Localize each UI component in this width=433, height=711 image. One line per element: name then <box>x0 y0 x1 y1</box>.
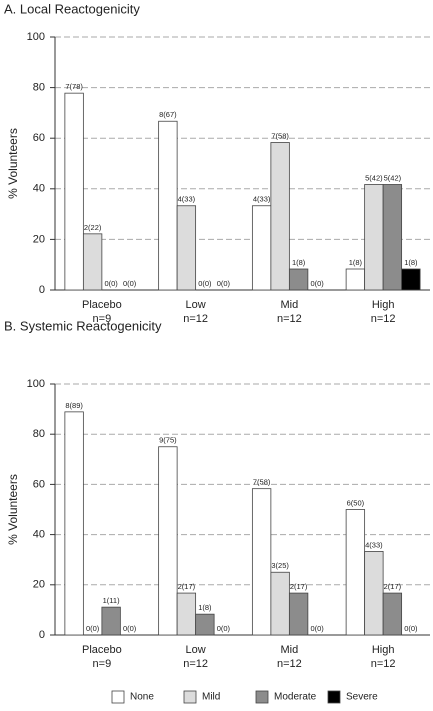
value-label: 4(33) <box>253 195 271 204</box>
bar <box>270 142 290 291</box>
value-label: 7(78) <box>65 82 83 91</box>
bar <box>64 92 84 291</box>
x-tick-note: n=9 <box>93 658 112 670</box>
x-tick-label: Mid <box>281 299 299 311</box>
y-axis-label: % Volunteers <box>6 474 20 545</box>
bar <box>270 571 290 636</box>
bar <box>64 411 84 636</box>
y-tick-label: 100 <box>27 31 45 43</box>
x-tick-note: n=9 <box>93 313 112 325</box>
value-label: 5(42) <box>365 173 383 182</box>
y-tick-label: 20 <box>33 233 45 245</box>
y-axis-label: % Volunteers <box>6 128 20 199</box>
bar <box>251 205 272 291</box>
value-label: 0(0) <box>310 624 324 633</box>
value-label: 0(0) <box>198 279 212 288</box>
value-label: 8(67) <box>159 110 177 119</box>
x-tick-label: Placebo <box>82 644 122 656</box>
legend-label: Mild <box>202 692 220 703</box>
legend-swatch <box>327 690 341 704</box>
bar <box>345 509 366 636</box>
x-tick-note: n=12 <box>371 658 396 670</box>
bar <box>345 268 366 291</box>
value-label: 0(0) <box>310 279 324 288</box>
value-label: 1(8) <box>404 258 418 267</box>
x-tick-note: n=12 <box>277 658 302 670</box>
y-tick-label: 0 <box>39 629 45 641</box>
legend-swatch <box>255 690 269 704</box>
value-label: 9(75) <box>159 436 177 445</box>
value-label: 2(17) <box>290 582 308 591</box>
x-tick-note: n=12 <box>277 313 302 325</box>
y-tick-label: 40 <box>33 183 45 195</box>
value-label: 4(33) <box>365 540 383 549</box>
y-tick-label: 100 <box>27 378 45 390</box>
y-tick-label: 40 <box>33 529 45 541</box>
legend-swatch <box>183 690 197 704</box>
value-label: 0(0) <box>404 624 418 633</box>
bar <box>251 488 272 636</box>
value-label: 2(17) <box>178 582 196 591</box>
value-label: 7(58) <box>253 478 271 487</box>
chart-title: B. Systemic Reactogenicity <box>4 318 162 333</box>
value-label: 0(0) <box>217 624 231 633</box>
value-label: 0(0) <box>123 624 137 633</box>
bar <box>158 120 178 291</box>
value-label: 1(8) <box>198 603 212 612</box>
x-tick-note: n=12 <box>183 313 208 325</box>
y-tick-label: 0 <box>39 284 45 296</box>
value-label: 8(89) <box>65 401 83 410</box>
bar <box>288 592 309 636</box>
y-tick-label: 60 <box>33 132 45 144</box>
value-label: 6(50) <box>347 498 365 507</box>
value-label: 0(0) <box>123 279 137 288</box>
x-tick-label: High <box>372 644 395 656</box>
y-tick-label: 80 <box>33 428 45 440</box>
x-tick-label: Mid <box>281 644 299 656</box>
bar <box>401 268 421 291</box>
value-label: 2(22) <box>84 223 102 232</box>
legend-swatch <box>111 690 125 704</box>
legend-label: None <box>130 692 154 703</box>
x-tick-note: n=12 <box>183 658 208 670</box>
bar <box>195 613 215 636</box>
bar <box>382 592 403 636</box>
x-tick-note: n=12 <box>371 313 396 325</box>
value-label: 4(33) <box>178 195 196 204</box>
value-label: 1(11) <box>103 596 120 605</box>
x-tick-label: High <box>372 299 395 311</box>
legend-label: Severe <box>346 692 378 703</box>
y-tick-label: 80 <box>33 82 45 94</box>
value-label: 5(42) <box>384 173 402 182</box>
bar <box>176 205 197 291</box>
bar <box>364 184 384 291</box>
x-tick-label: Placebo <box>82 299 122 311</box>
value-label: 3(25) <box>271 561 289 570</box>
y-tick-label: 20 <box>33 579 45 591</box>
bar <box>364 551 384 636</box>
value-label: 0(0) <box>217 279 231 288</box>
value-label: 1(8) <box>349 258 363 267</box>
bar <box>382 184 403 291</box>
legend-label: Moderate <box>274 692 317 703</box>
bar <box>158 446 178 636</box>
value-label: 0(0) <box>86 624 100 633</box>
bar <box>82 233 103 291</box>
x-tick-label: Low <box>186 299 206 311</box>
value-label: 7(58) <box>271 131 289 140</box>
chart-title: A. Local Reactogenicity <box>4 1 140 16</box>
bar <box>101 606 121 636</box>
value-label: 0(0) <box>104 279 118 288</box>
bar <box>288 268 309 291</box>
y-tick-label: 60 <box>33 478 45 490</box>
bar <box>176 592 197 636</box>
value-label: 2(17) <box>384 582 402 591</box>
value-label: 1(8) <box>292 258 306 267</box>
x-tick-label: Low <box>186 644 206 656</box>
